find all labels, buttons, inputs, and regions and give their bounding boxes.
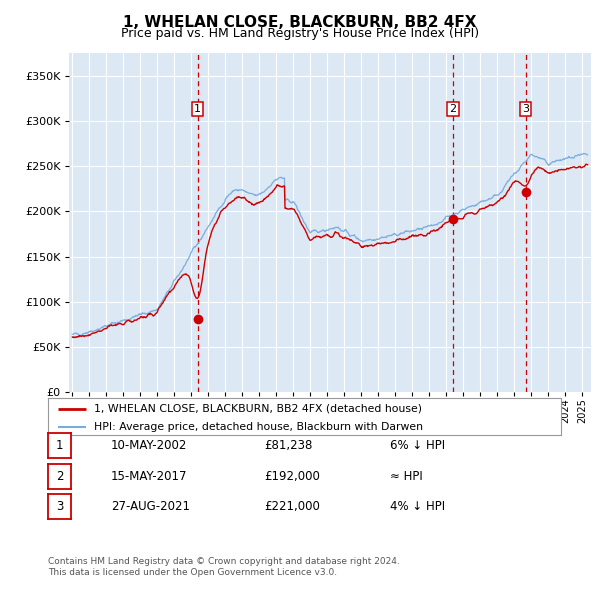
Text: 1, WHELAN CLOSE, BLACKBURN, BB2 4FX (detached house): 1, WHELAN CLOSE, BLACKBURN, BB2 4FX (det… bbox=[94, 404, 422, 414]
Text: 1: 1 bbox=[194, 104, 201, 114]
Text: 3: 3 bbox=[522, 104, 529, 114]
Text: 1, WHELAN CLOSE, BLACKBURN, BB2 4FX: 1, WHELAN CLOSE, BLACKBURN, BB2 4FX bbox=[123, 15, 477, 30]
Text: 2: 2 bbox=[449, 104, 457, 114]
Text: 27-AUG-2021: 27-AUG-2021 bbox=[111, 500, 190, 513]
Text: Price paid vs. HM Land Registry's House Price Index (HPI): Price paid vs. HM Land Registry's House … bbox=[121, 27, 479, 40]
Text: Contains HM Land Registry data © Crown copyright and database right 2024.: Contains HM Land Registry data © Crown c… bbox=[48, 558, 400, 566]
Text: £81,238: £81,238 bbox=[264, 439, 313, 452]
Text: 15-MAY-2017: 15-MAY-2017 bbox=[111, 470, 187, 483]
Text: £221,000: £221,000 bbox=[264, 500, 320, 513]
Text: This data is licensed under the Open Government Licence v3.0.: This data is licensed under the Open Gov… bbox=[48, 568, 337, 577]
Text: HPI: Average price, detached house, Blackburn with Darwen: HPI: Average price, detached house, Blac… bbox=[94, 422, 423, 432]
Text: £192,000: £192,000 bbox=[264, 470, 320, 483]
Text: ≈ HPI: ≈ HPI bbox=[390, 470, 423, 483]
Text: 3: 3 bbox=[56, 500, 63, 513]
Text: 1: 1 bbox=[56, 439, 63, 452]
Text: 2: 2 bbox=[56, 470, 63, 483]
Text: 4% ↓ HPI: 4% ↓ HPI bbox=[390, 500, 445, 513]
Text: 6% ↓ HPI: 6% ↓ HPI bbox=[390, 439, 445, 452]
Text: 10-MAY-2002: 10-MAY-2002 bbox=[111, 439, 187, 452]
